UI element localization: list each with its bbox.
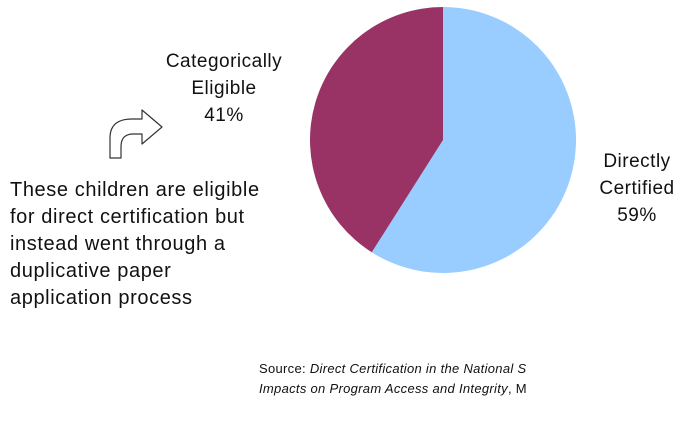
slice-value-directly-certified: 59% <box>617 205 657 226</box>
curved-arrow-icon <box>109 109 163 159</box>
slice-label-categorically-eligible-line2: Eligible <box>191 78 257 99</box>
slice-value-categorically-eligible: 41% <box>204 105 244 126</box>
source-tail: , M <box>507 381 527 396</box>
source-prefix: Source: <box>259 361 310 376</box>
annotation-text: These children are eligible for direct c… <box>10 179 260 309</box>
source-title-part1: Direct Certification in the National S <box>309 361 527 376</box>
slice-label-directly-certified: Directly Certified 59% <box>572 148 687 229</box>
source-title-part2: Impacts on Program Access and Integrity <box>259 381 508 396</box>
source-line-1: Source: Direct Certification in the Nati… <box>259 359 687 379</box>
slice-label-directly-certified-line2: Certified <box>599 178 675 199</box>
slice-label-directly-certified-line1: Directly <box>603 151 671 172</box>
source-note: Source: Direct Certification in the Nati… <box>259 359 687 399</box>
pie-slices <box>309 7 576 273</box>
pie-slice-directly-certified <box>371 7 576 273</box>
source-line-2: Impacts on Program Access and Integrity,… <box>259 379 687 399</box>
slice-label-categorically-eligible-line1: Categorically <box>165 51 283 72</box>
slice-label-categorically-eligible: Categorically Eligible 41% <box>139 48 309 129</box>
pie-slice-categorically-eligible <box>309 7 443 253</box>
